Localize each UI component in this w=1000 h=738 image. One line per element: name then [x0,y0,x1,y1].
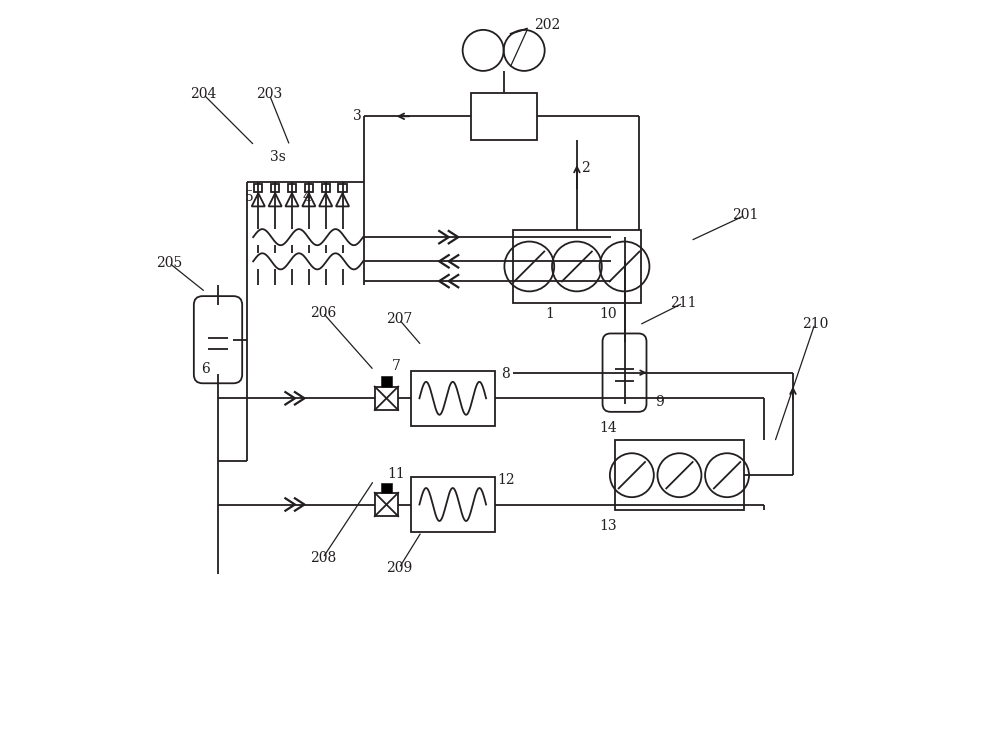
Bar [288,184,296,193]
Text: 204: 204 [190,87,217,101]
Bar [254,184,262,193]
Text: 207: 207 [386,312,412,326]
Text: 210: 210 [802,317,828,331]
Bar [381,376,392,387]
Bar [338,184,347,193]
Text: 202: 202 [534,18,561,32]
Text: 11: 11 [387,466,405,480]
Text: 3s: 3s [270,150,286,164]
Bar [411,370,495,426]
Bar [513,230,641,303]
Text: 8: 8 [501,367,510,381]
Text: 14: 14 [600,421,617,435]
Text: 13: 13 [600,520,617,534]
Bar [375,493,398,516]
Text: 7: 7 [392,359,400,373]
Text: 12: 12 [497,473,515,487]
Text: 1: 1 [545,307,554,321]
Text: 209: 209 [386,561,412,575]
Text: 201: 201 [732,208,759,222]
Text: 9: 9 [655,395,664,409]
Bar [615,441,744,510]
Text: 5: 5 [245,190,254,204]
Text: 208: 208 [310,551,336,565]
Text: 205: 205 [156,256,182,270]
Text: 2: 2 [581,161,590,175]
Bar [305,184,313,193]
Text: 10: 10 [600,307,617,321]
Bar [381,483,392,493]
Text: 4: 4 [303,190,312,204]
Text: 203: 203 [256,87,282,101]
Bar [322,184,330,193]
Text: 211: 211 [670,296,696,310]
Text: 206: 206 [310,306,336,320]
Text: 6: 6 [201,362,210,376]
Bar [471,92,537,140]
Bar [271,184,279,193]
Text: 3: 3 [353,109,362,123]
Bar [375,387,398,410]
Bar [411,477,495,532]
